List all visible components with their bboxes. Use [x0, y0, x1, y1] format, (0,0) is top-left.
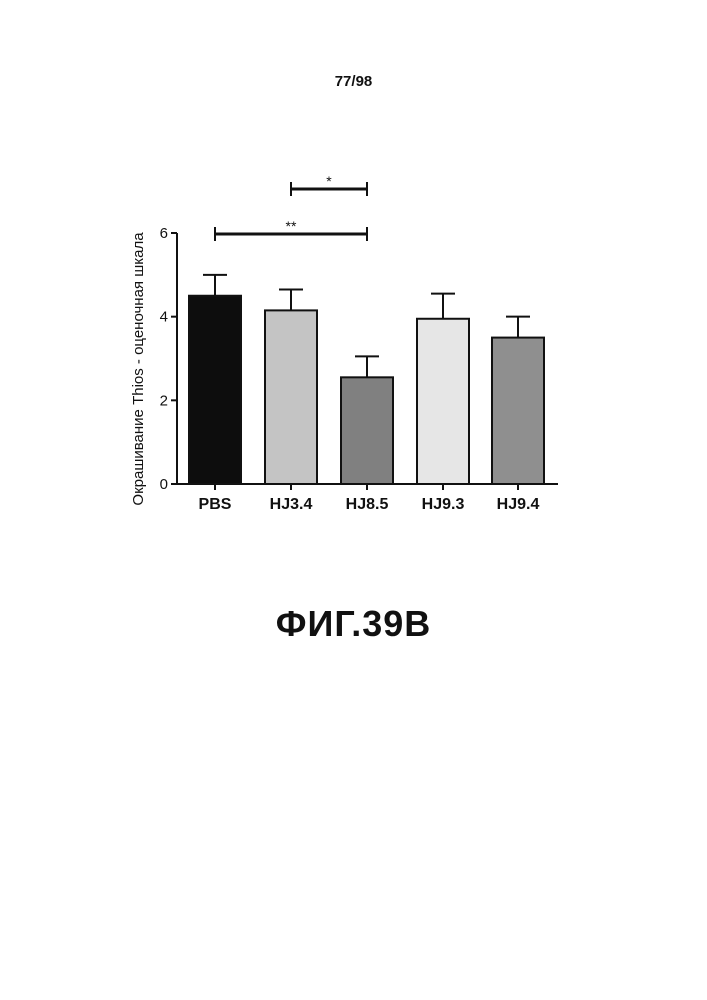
y-axis-label: Окрашивание Thios - оценочная шкала [130, 232, 147, 506]
chart-bars [189, 275, 544, 484]
sig-1-label: * [326, 173, 332, 189]
x-tick-label-pbs: PBS [199, 496, 232, 513]
y-tick-label-2: 2 [160, 392, 168, 409]
y-tick-label-4: 4 [160, 309, 168, 326]
significance-brackets: *** [215, 173, 367, 241]
bar-pbs [189, 296, 241, 484]
bar-hj9-3 [417, 319, 469, 484]
bar-hj8-5 [341, 377, 393, 484]
x-tick-label-hj9-3: HJ9.3 [422, 496, 465, 513]
y-tick-label-6: 6 [160, 225, 168, 242]
x-tick-label-hj3-4: HJ3.4 [270, 496, 313, 513]
y-tick-label-0: 0 [160, 476, 168, 493]
bar-hj9-4 [492, 338, 544, 484]
bar-chart: 0246PBSHJ3.4HJ8.5HJ9.3HJ9.4 *** Окрашива… [0, 0, 707, 560]
sig-2-label: ** [286, 218, 297, 234]
figure-caption: ФИГ.39B [0, 603, 707, 645]
bar-hj3-4 [265, 310, 317, 484]
x-tick-label-hj8-5: HJ8.5 [346, 496, 389, 513]
x-tick-label-hj9-4: HJ9.4 [497, 496, 540, 513]
